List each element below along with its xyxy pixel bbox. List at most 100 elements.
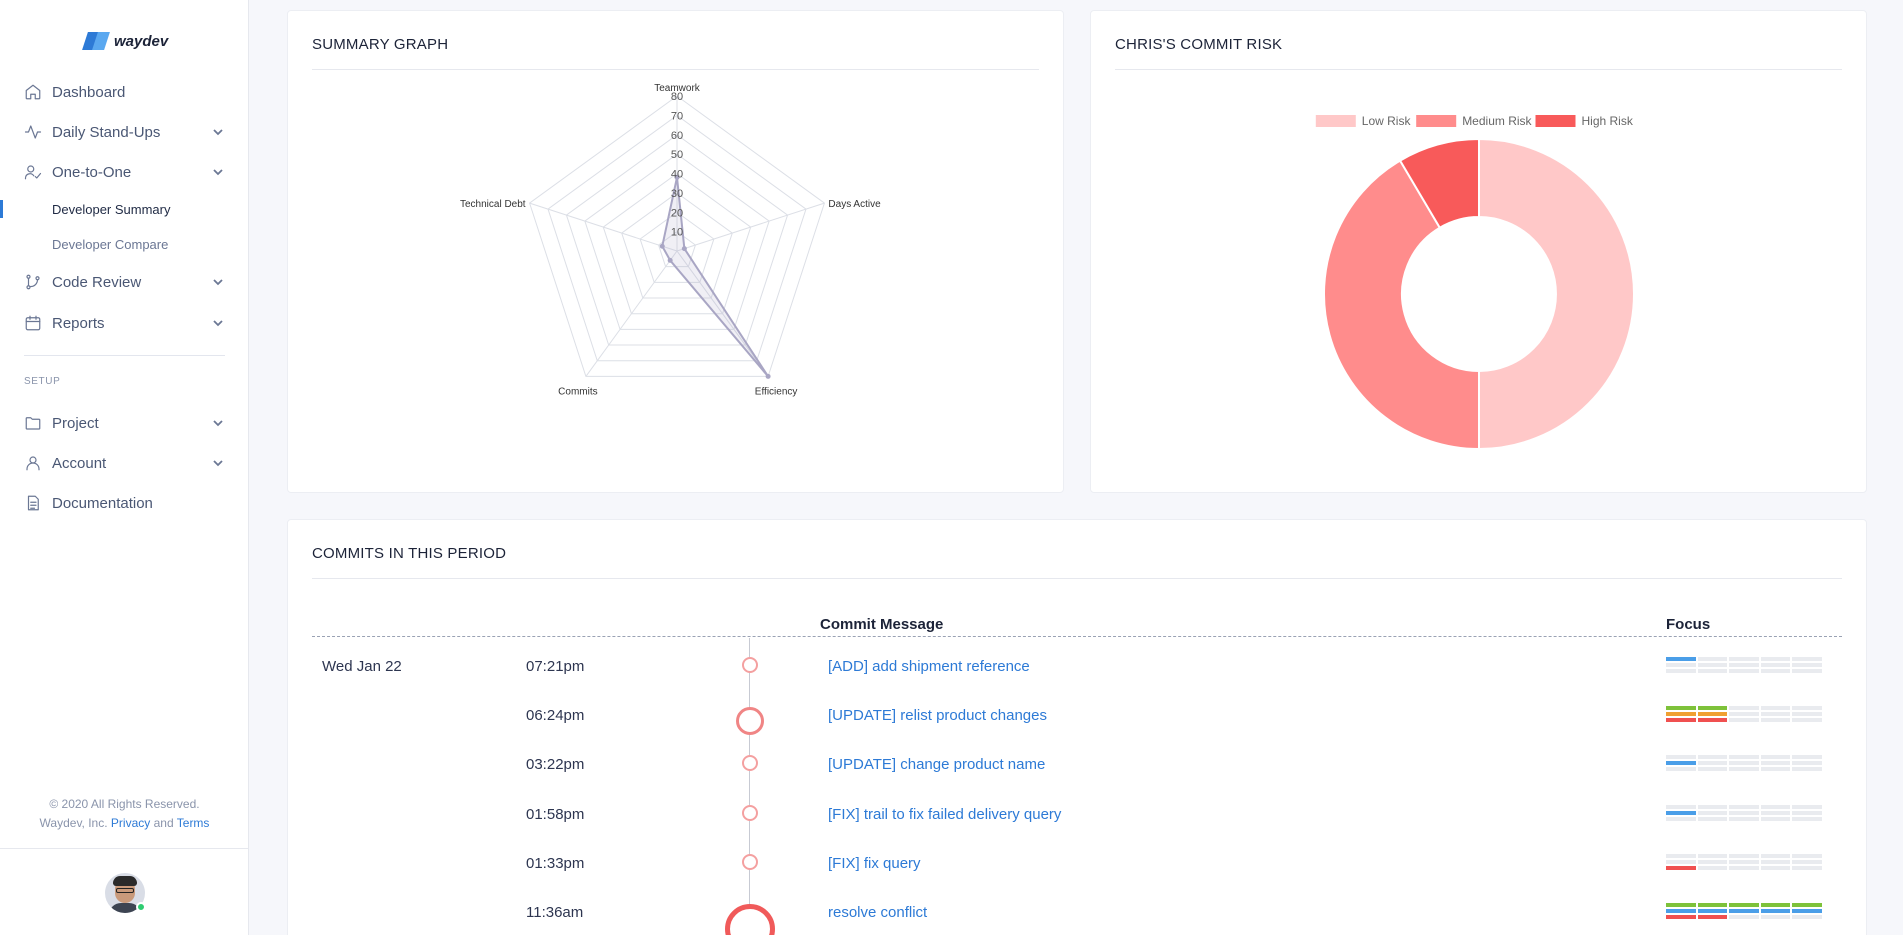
active-indicator	[0, 200, 3, 218]
commit-size-dot[interactable]	[741, 804, 758, 821]
waydev-logo[interactable]: waydev	[82, 30, 168, 52]
radar-grid-ring	[565, 134, 789, 346]
privacy-link[interactable]: Privacy	[110, 816, 151, 830]
radar-spoke	[585, 250, 678, 377]
radar-tick-label: 70	[671, 110, 683, 122]
focus-header: Focus	[1666, 616, 1711, 633]
commit-focus-bars	[1666, 706, 1822, 724]
commit-risk-title: CHRIS'S COMMIT RISK	[1115, 36, 1283, 53]
sub-developer-compare[interactable]: Developer Compare	[52, 237, 169, 252]
chevron-down-icon	[213, 320, 223, 327]
radar-axis-label: Efficiency	[755, 386, 798, 397]
table-header-divider	[312, 636, 1842, 637]
commit-risk-card: CHRIS'S COMMIT RISK Low Risk Medium Risk H…	[1090, 10, 1867, 493]
donut-slice-medium-risk[interactable]	[1323, 159, 1480, 451]
summary-graph-card: SUMMARY GRAPH 10 20 30 40 50 60 70 80 Teamwork Da…	[287, 10, 1064, 493]
commit-size-dot[interactable]	[741, 755, 758, 772]
sub-developer-summary[interactable]: Developer Summary	[52, 202, 171, 217]
folder-icon	[25, 417, 41, 430]
radar-tick-label: 10	[671, 227, 683, 239]
commit-message-link[interactable]: resolve conflict	[828, 904, 928, 921]
radar-tick-label: 30	[671, 188, 683, 200]
user-icon	[26, 456, 40, 471]
commit-row: Wed Jan 22 07:21pm [ADD] add shipment refe…	[288, 657, 1868, 698]
commits-title: COMMITS IN THIS PERIOD	[312, 545, 507, 562]
nav-reports[interactable]: Reports	[24, 311, 224, 335]
chevron-down-icon	[213, 169, 223, 176]
terms-link[interactable]: Terms	[176, 816, 210, 830]
commit-size-dot[interactable]	[724, 904, 775, 935]
legend-swatch	[1315, 115, 1356, 127]
radar-point	[674, 174, 680, 180]
chevron-down-icon	[213, 460, 223, 467]
commit-size-dot[interactable]	[735, 707, 764, 736]
nav-one-to-one[interactable]: One-to-One	[24, 160, 224, 184]
nav-code-review[interactable]: Code Review	[24, 270, 224, 294]
nav-label: Project	[52, 414, 99, 432]
commits-card: COMMITS IN THIS PERIOD Commit Message Fo…	[287, 519, 1867, 935]
user-check-icon	[24, 165, 42, 180]
commit-message-header: Commit Message	[820, 616, 944, 633]
nav-label: Daily Stand-Ups	[52, 123, 161, 141]
chevron-down-icon	[213, 420, 223, 427]
commit-size-dot[interactable]	[741, 657, 758, 673]
commit-message-link[interactable]: [FIX] fix query	[828, 854, 921, 872]
radar-tick-label: 80	[671, 91, 683, 103]
chevron-down-icon	[213, 279, 223, 286]
radar-tick-label: 40	[671, 169, 683, 181]
commit-date: Wed Jan 22	[322, 658, 402, 675]
commit-message-link[interactable]: [UPDATE] change product name	[828, 756, 1046, 774]
nav-label: Code Review	[52, 273, 142, 291]
commit-row: 06:24pm [UPDATE] relist product changes	[288, 706, 1868, 747]
card-divider	[312, 69, 1039, 70]
donut-slice-high-risk[interactable]	[1398, 137, 1480, 230]
commit-row: 01:33pm [FIX] fix query	[288, 853, 1868, 895]
radar-axis-label: Days Active	[828, 199, 881, 210]
radar-series-area	[661, 177, 769, 378]
activity-icon	[24, 125, 42, 139]
copyright-text: © 2020 All Rights Reserved.	[49, 797, 200, 811]
legend-label[interactable]: Low Risk	[1362, 114, 1412, 128]
radar-grid-ring	[602, 172, 752, 315]
chevron-down-icon	[213, 129, 223, 136]
user-avatar[interactable]	[105, 873, 145, 913]
nav-account[interactable]: Account	[24, 451, 224, 475]
sidebar-divider	[24, 355, 225, 356]
commit-row: 03:22pm [UPDATE] change product name	[288, 755, 1868, 796]
sidebar-bottom-divider	[0, 848, 249, 849]
commit-message-link[interactable]: [UPDATE] relist product changes	[828, 707, 1047, 725]
commit-focus-bars	[1666, 657, 1822, 675]
radar-point	[667, 257, 673, 263]
company-text: Waydev, Inc.	[39, 816, 108, 830]
commit-row: 11:36am resolve conflict	[288, 903, 1868, 935]
card-divider	[1115, 69, 1842, 70]
sidebar: waydev Dashboard Daily Stand-Ups One-to-…	[0, 0, 249, 935]
nav-daily-standups[interactable]: Daily Stand-Ups	[24, 120, 224, 144]
nav-project[interactable]: Project	[24, 411, 224, 435]
commit-timeline	[749, 638, 750, 935]
commit-time: 03:22pm	[526, 756, 585, 774]
radar-grid-ring	[639, 211, 715, 283]
commit-message-link[interactable]: [FIX] trail to fix failed delivery query	[828, 805, 1062, 823]
commit-message-link[interactable]: [ADD] add shipment reference	[828, 658, 1030, 675]
commit-time: 11:36am	[526, 904, 584, 921]
logo-text: waydev	[114, 32, 169, 50]
and-text: and	[153, 816, 174, 830]
nav-label: Dashboard	[52, 83, 126, 101]
radar-grid-ring	[528, 95, 826, 377]
nav-dashboard[interactable]: Dashboard	[24, 80, 224, 104]
radar-grid-ring	[657, 231, 697, 268]
radar-axis-label: Commits	[558, 386, 597, 397]
nav-documentation[interactable]: Documentation	[24, 491, 224, 515]
document-icon	[27, 495, 39, 511]
nav-label: Reports	[52, 314, 105, 332]
legend-label[interactable]: High Risk	[1582, 114, 1634, 128]
nav-label: Documentation	[52, 494, 153, 512]
commit-size-dot[interactable]	[741, 853, 758, 870]
legend-label[interactable]: Medium Risk	[1462, 114, 1532, 128]
donut-slice-low-risk[interactable]	[1478, 137, 1635, 451]
git-branch-icon	[26, 274, 40, 290]
radar-spoke	[676, 250, 769, 377]
radar-point	[659, 243, 665, 249]
